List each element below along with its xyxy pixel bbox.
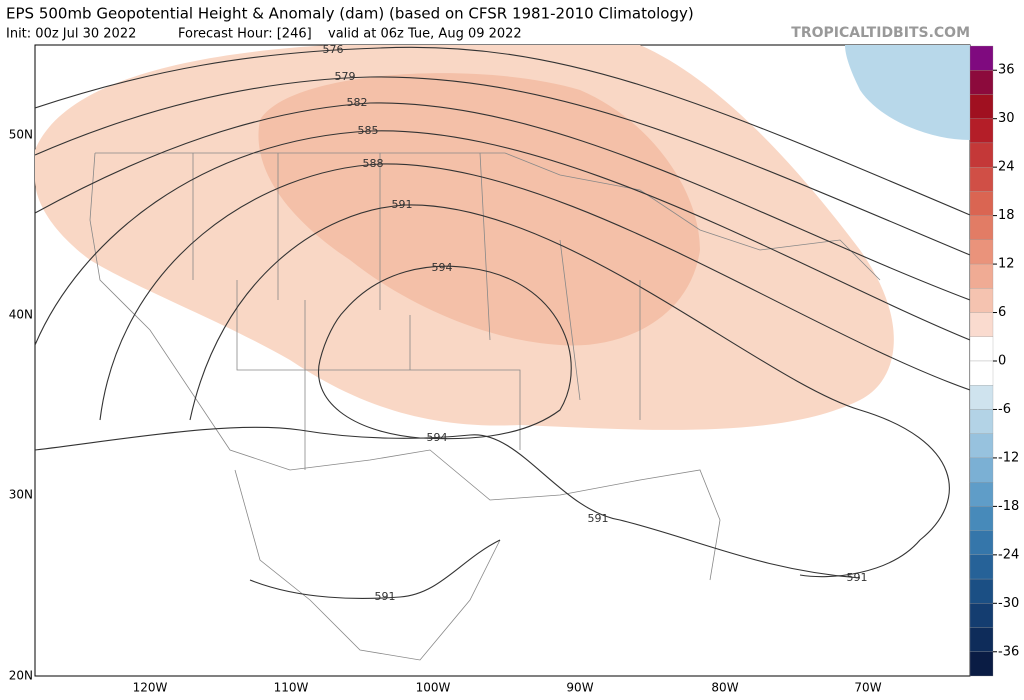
longitude-label: 90W	[566, 681, 593, 695]
colorbar-bin	[969, 651, 994, 677]
colorbar-label: -6	[998, 402, 1011, 417]
forecast-hour: Forecast Hour: [246]	[178, 27, 312, 42]
contour-label: 585	[358, 124, 379, 137]
colorbar-bin	[969, 457, 994, 483]
contour-label: 582	[347, 96, 368, 109]
longitude-label: 80W	[711, 681, 738, 695]
contour-label: 591	[392, 198, 413, 211]
colorbar-label: -18	[998, 499, 1019, 514]
contour-label: 594	[432, 261, 453, 274]
valid-time: valid at 06z Tue, Aug 09 2022	[328, 27, 522, 42]
anomaly-negative	[845, 45, 970, 140]
colorbar-label: 0	[998, 354, 1006, 369]
colorbar-label: 12	[998, 257, 1015, 272]
watermark: TROPICALTIDBITS.COM	[791, 25, 970, 41]
colorbar-bin	[969, 191, 994, 216]
colorbar-bin	[969, 578, 994, 604]
latitude-label: 40N	[9, 308, 33, 322]
init: Init: 00z Jul 30 2022	[6, 27, 136, 42]
colorbar: 36 30 24 18 12 6 0 -6 -12 -18 -24 -30 -36	[969, 45, 1019, 677]
latitude-label: 50N	[9, 128, 33, 142]
colorbar-bin	[969, 482, 994, 507]
colorbar-bin	[969, 554, 994, 580]
longitude-label: 70W	[854, 681, 881, 695]
colorbar-label: 30	[998, 111, 1015, 126]
colorbar-bin	[969, 385, 994, 410]
map-area	[34, 44, 971, 677]
colorbar-bin	[969, 409, 994, 434]
colorbar-bin	[969, 603, 994, 628]
colorbar-label: 24	[998, 160, 1015, 175]
colorbar-label: -30	[998, 596, 1019, 611]
colorbar-bin	[969, 433, 994, 459]
contour-label: 579	[335, 70, 356, 83]
latitude-label: 30N	[9, 488, 33, 502]
height-contours	[35, 46, 970, 599]
longitude-label: 100W	[416, 681, 451, 695]
colorbar-bin	[969, 118, 994, 144]
colorbar-label: 18	[998, 208, 1015, 223]
longitude-label: 110W	[274, 681, 309, 695]
colorbar-bin	[969, 142, 994, 168]
colorbar-bin	[969, 45, 994, 71]
borders	[89, 152, 881, 661]
colorbar-bin	[969, 288, 994, 313]
colorbar-bin	[969, 360, 994, 386]
colorbar-bin	[969, 70, 994, 95]
latitude-label: 20N	[9, 669, 33, 683]
contour-label: 591	[588, 512, 609, 525]
anomaly-positive-strong	[258, 73, 700, 346]
longitude-label: 120W	[133, 681, 168, 695]
colorbar-label: 36	[998, 63, 1015, 78]
contour-label: 576	[323, 43, 344, 56]
colorbar-bin	[969, 336, 994, 362]
colorbar-bin	[969, 215, 994, 240]
colorbar-bin	[969, 94, 994, 119]
colorbar-bin	[969, 530, 994, 555]
colorbar-label: -12	[998, 450, 1019, 465]
contour-label: 588	[363, 157, 384, 170]
title: EPS 500mb Geopotential Height & Anomaly …	[6, 5, 694, 23]
colorbar-bin	[969, 627, 994, 652]
colorbar-bin	[969, 312, 994, 337]
contour-label: 591	[375, 590, 396, 603]
colorbar-bin	[969, 239, 994, 265]
contour-label: 594	[427, 431, 448, 444]
colorbar-label: -24	[998, 547, 1019, 562]
colorbar-label: 6	[998, 305, 1006, 320]
colorbar-label: -36	[998, 644, 1019, 659]
colorbar-bin	[969, 506, 994, 531]
contour-label: 591	[847, 571, 868, 584]
colorbar-bin	[969, 167, 994, 192]
colorbar-bin	[969, 263, 994, 289]
